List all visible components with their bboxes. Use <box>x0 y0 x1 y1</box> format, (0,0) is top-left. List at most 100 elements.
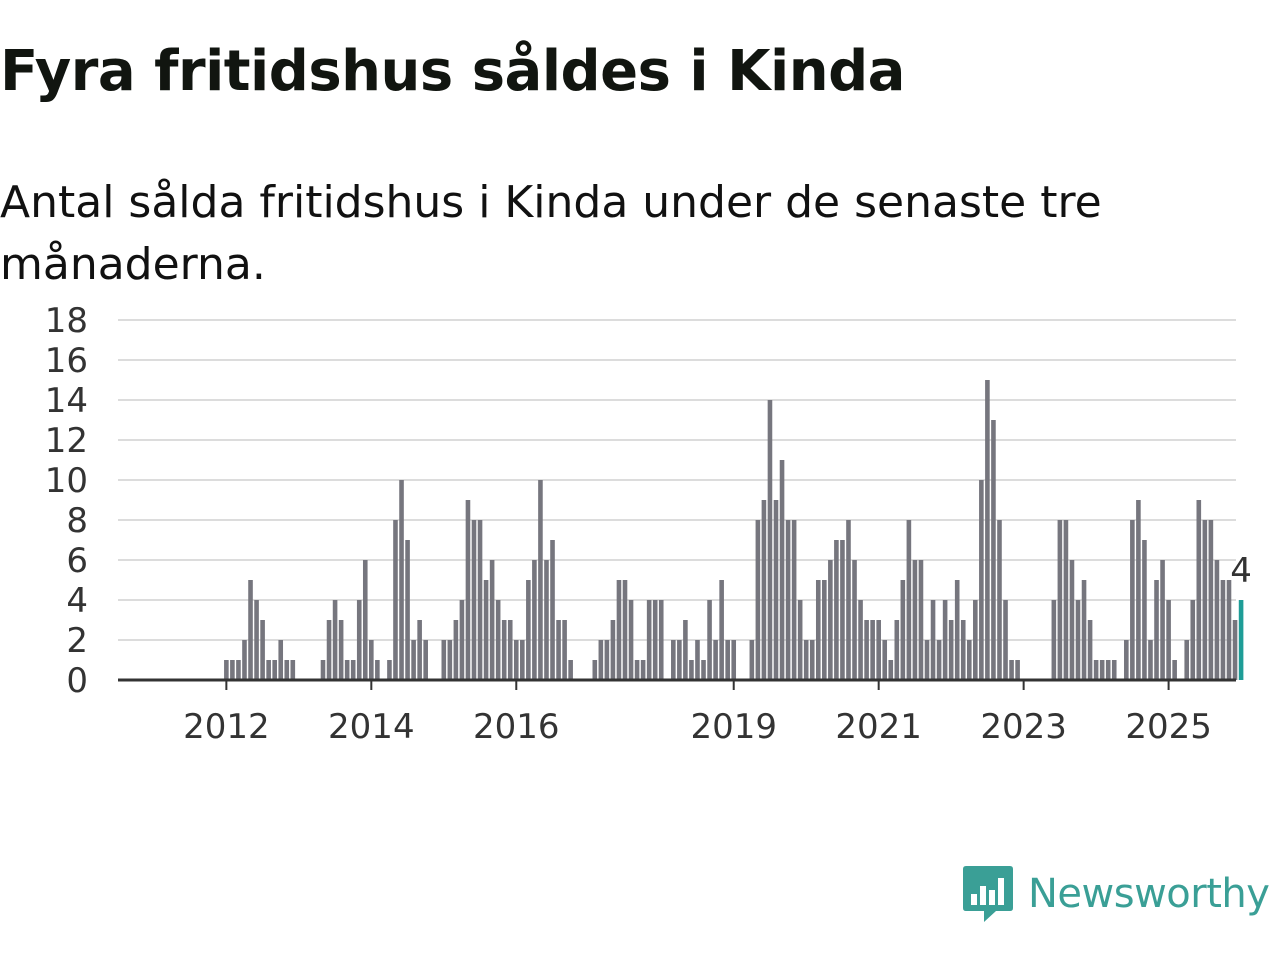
bar <box>1105 660 1111 680</box>
gridlines <box>118 319 1236 641</box>
bar <box>526 580 531 680</box>
bar <box>652 600 658 680</box>
bar <box>266 660 271 680</box>
bar <box>646 600 652 680</box>
newsworthy-logo-icon <box>963 866 1013 922</box>
y-tick-label: 10 <box>45 461 88 501</box>
bar <box>1142 540 1147 680</box>
bar <box>1190 600 1196 680</box>
x-tick-label: 2021 <box>835 707 922 747</box>
bar <box>640 660 646 680</box>
bar <box>695 640 700 680</box>
bar <box>393 520 398 680</box>
bar <box>973 600 978 680</box>
bar <box>966 640 972 680</box>
x-axis-ticks: 2012 2014 2016 2019 2021 2023 2025 <box>183 680 1212 747</box>
x-tick-label: 2023 <box>980 707 1067 747</box>
bar <box>767 400 773 680</box>
bar <box>453 620 459 680</box>
bar <box>671 640 676 680</box>
bar <box>1220 580 1226 680</box>
x-tick-label: 2019 <box>690 707 777 747</box>
bar <box>755 520 761 680</box>
bar <box>387 660 392 680</box>
bar <box>924 640 930 680</box>
bar <box>918 560 924 680</box>
bar <box>707 600 712 680</box>
x-tick-label: 2016 <box>473 707 560 747</box>
bar <box>507 620 513 680</box>
bar <box>332 600 338 680</box>
bar <box>888 660 894 680</box>
bar <box>773 500 779 680</box>
bar <box>1232 620 1238 680</box>
bar <box>1184 640 1190 680</box>
bar <box>1130 520 1135 680</box>
bar <box>1069 560 1075 680</box>
y-tick-label: 18 <box>45 301 88 341</box>
bar <box>1063 520 1069 680</box>
bar <box>930 600 936 680</box>
bar <box>979 480 984 680</box>
bar <box>501 620 507 680</box>
bar <box>997 520 1002 680</box>
bar <box>985 380 990 680</box>
bar <box>622 580 628 680</box>
bar <box>828 560 833 680</box>
bar <box>1081 580 1087 680</box>
bar <box>954 580 960 680</box>
bar-latest <box>1238 600 1244 680</box>
bar <box>272 660 277 680</box>
bar <box>350 660 356 680</box>
bar <box>1051 600 1057 680</box>
bar <box>803 640 809 680</box>
bar <box>731 640 737 680</box>
bar <box>532 560 537 680</box>
bar <box>948 620 954 680</box>
bar <box>375 660 380 680</box>
bar <box>785 520 791 680</box>
bar <box>483 580 489 680</box>
bar <box>471 520 477 680</box>
bar <box>1015 660 1020 680</box>
bar <box>846 520 851 680</box>
bar <box>344 660 350 680</box>
bar <box>713 640 718 680</box>
y-tick-label: 2 <box>66 621 88 661</box>
bar <box>779 460 785 680</box>
brand-name: Newsworthy <box>1028 871 1270 917</box>
y-tick-label: 0 <box>66 661 88 701</box>
bar <box>417 620 422 680</box>
bar <box>960 620 966 680</box>
bar <box>1003 600 1008 680</box>
bar <box>556 620 561 680</box>
bar <box>761 500 767 680</box>
bar <box>598 640 604 680</box>
bar <box>1099 660 1105 680</box>
bar <box>248 580 253 680</box>
bar <box>423 640 428 680</box>
bar <box>840 540 845 680</box>
bar <box>544 560 549 680</box>
bar <box>230 660 235 680</box>
bar <box>326 620 332 680</box>
bar <box>362 560 368 680</box>
bar <box>610 620 616 680</box>
bar <box>369 640 374 680</box>
bar <box>809 640 815 680</box>
bar <box>1202 520 1208 680</box>
bar <box>864 620 869 680</box>
x-tick-label: 2025 <box>1125 707 1212 747</box>
bar <box>495 600 501 680</box>
bar <box>489 560 495 680</box>
bar <box>465 500 471 680</box>
bar <box>942 600 948 680</box>
bar <box>797 600 803 680</box>
y-tick-label: 14 <box>45 381 88 421</box>
bar <box>749 640 755 680</box>
bar <box>242 640 247 680</box>
bar <box>1111 660 1117 680</box>
y-tick-label: 12 <box>45 421 88 461</box>
bar <box>689 660 694 680</box>
y-tick-label: 4 <box>66 581 88 621</box>
